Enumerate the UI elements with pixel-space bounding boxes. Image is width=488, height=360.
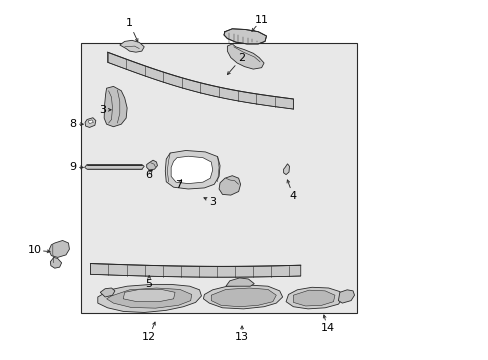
Polygon shape [165,150,220,189]
Text: 14: 14 [320,323,334,333]
Polygon shape [106,288,191,308]
Text: 10: 10 [28,245,42,255]
Text: 3: 3 [99,105,106,115]
Text: 12: 12 [142,332,156,342]
Polygon shape [224,29,266,44]
Text: 4: 4 [289,191,296,201]
Polygon shape [225,278,254,286]
Text: 1: 1 [126,18,133,28]
Polygon shape [338,290,354,303]
Polygon shape [293,290,334,306]
Text: 11: 11 [254,15,268,25]
Polygon shape [85,118,96,127]
Polygon shape [50,257,61,268]
Polygon shape [123,289,175,302]
Text: 9: 9 [69,162,76,172]
Polygon shape [171,156,212,184]
Polygon shape [107,52,293,109]
Polygon shape [203,285,282,309]
Text: 6: 6 [145,170,152,180]
Text: 2: 2 [238,53,245,63]
Polygon shape [227,44,264,69]
Polygon shape [90,264,300,277]
Polygon shape [98,284,201,312]
Polygon shape [120,40,144,52]
Text: 13: 13 [235,332,248,342]
Polygon shape [88,120,93,123]
Bar [81,43,356,313]
Polygon shape [283,164,289,175]
Polygon shape [100,288,115,297]
Polygon shape [219,176,240,195]
Polygon shape [211,288,276,307]
Text: 8: 8 [69,119,76,129]
Polygon shape [285,287,343,309]
Text: 5: 5 [145,279,152,289]
Polygon shape [49,240,69,257]
Polygon shape [104,86,127,127]
Polygon shape [146,160,157,170]
Polygon shape [84,165,144,169]
Text: 3: 3 [209,197,216,207]
Text: 7: 7 [175,180,182,190]
